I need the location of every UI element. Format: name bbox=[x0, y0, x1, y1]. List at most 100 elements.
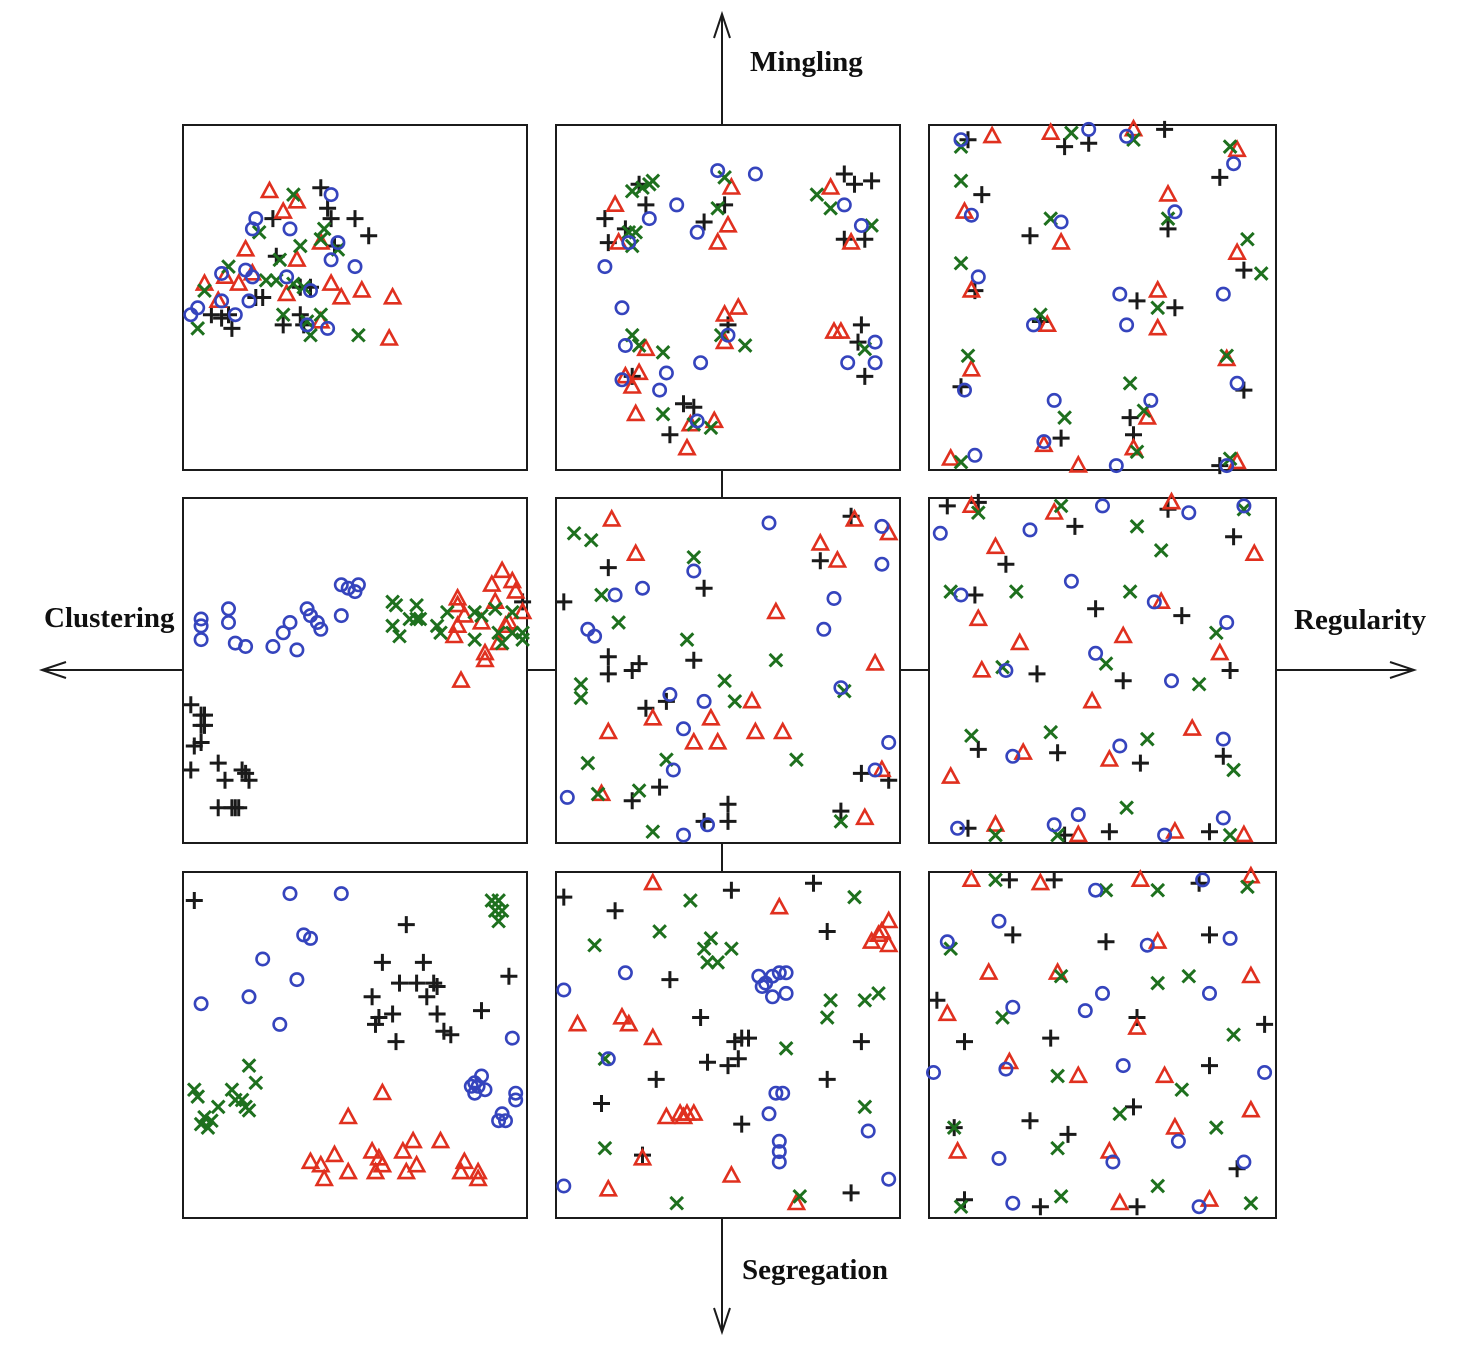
circle-marker bbox=[641, 211, 657, 227]
cross-marker bbox=[351, 327, 366, 343]
triangle-marker bbox=[1099, 748, 1120, 767]
cross-marker bbox=[221, 259, 236, 274]
circle-marker bbox=[614, 372, 630, 388]
triangle-marker bbox=[228, 272, 249, 291]
triangle-marker bbox=[786, 1192, 807, 1211]
triangle-marker bbox=[451, 669, 471, 688]
plus-marker bbox=[254, 289, 272, 306]
plus-marker bbox=[1214, 747, 1232, 765]
plus-marker bbox=[695, 579, 713, 597]
cross-marker bbox=[953, 255, 969, 271]
triangle-marker bbox=[872, 920, 892, 939]
circle-marker bbox=[1236, 1154, 1252, 1170]
triangle-marker bbox=[235, 238, 256, 257]
triangle-marker bbox=[1068, 824, 1089, 843]
arrow-right-icon bbox=[1389, 661, 1418, 679]
circle-marker bbox=[1222, 930, 1238, 946]
plus-marker bbox=[729, 1050, 747, 1068]
cross-marker bbox=[474, 608, 489, 623]
triangle-marker bbox=[1113, 625, 1133, 644]
circle-marker bbox=[1139, 937, 1155, 953]
triangle-marker bbox=[831, 320, 851, 339]
circle-marker bbox=[836, 197, 852, 213]
triangle-marker bbox=[598, 1178, 619, 1197]
circle-marker bbox=[289, 642, 305, 658]
circle-marker bbox=[1257, 1065, 1273, 1081]
cross-marker bbox=[573, 690, 589, 706]
circle-marker bbox=[754, 979, 770, 995]
plus-marker bbox=[1190, 874, 1208, 892]
triangle-marker bbox=[1147, 279, 1168, 298]
triangle-marker bbox=[855, 807, 875, 826]
cross-marker bbox=[631, 338, 647, 353]
circle-marker bbox=[1229, 375, 1245, 391]
axis-label-mingling: Mingling bbox=[750, 46, 863, 78]
axis-label-clustering: Clustering bbox=[44, 602, 175, 634]
cross-marker bbox=[1181, 968, 1197, 984]
cross-marker bbox=[439, 604, 455, 620]
triangle-marker bbox=[619, 1013, 639, 1032]
circle-marker bbox=[241, 293, 257, 309]
plus-marker bbox=[685, 398, 703, 416]
cross-marker bbox=[1222, 139, 1238, 154]
triangle-marker bbox=[601, 508, 622, 527]
triangle-marker bbox=[1082, 690, 1102, 709]
circle-marker bbox=[1167, 204, 1183, 220]
cross-marker bbox=[241, 1103, 257, 1118]
triangle-marker bbox=[643, 872, 663, 891]
triangle-marker bbox=[273, 200, 293, 219]
plus-marker bbox=[555, 888, 573, 906]
cross-marker bbox=[385, 618, 400, 634]
cross-marker bbox=[1129, 519, 1145, 534]
circle-marker bbox=[491, 1113, 507, 1129]
triangle-marker bbox=[769, 896, 790, 915]
triangle-marker bbox=[643, 1027, 663, 1046]
plus-marker bbox=[1131, 754, 1149, 772]
plus-marker bbox=[606, 902, 624, 920]
cross-marker bbox=[1208, 625, 1224, 641]
circle-marker bbox=[1005, 999, 1021, 1015]
cross-marker bbox=[316, 221, 332, 237]
triangle-marker bbox=[772, 721, 793, 740]
circle-marker bbox=[768, 1085, 784, 1101]
circle-marker bbox=[508, 1085, 524, 1101]
circle-marker bbox=[323, 252, 339, 268]
triangle-marker bbox=[742, 690, 762, 709]
plus-marker bbox=[856, 367, 874, 385]
circle-marker bbox=[991, 1150, 1007, 1166]
plus-marker bbox=[192, 734, 210, 751]
cross-marker bbox=[1064, 125, 1079, 141]
plus-marker bbox=[555, 593, 573, 611]
plus-marker bbox=[852, 764, 870, 782]
circle-marker bbox=[1081, 121, 1097, 137]
triangle-marker bbox=[468, 1161, 488, 1180]
plus-marker bbox=[1159, 220, 1177, 238]
cross-marker bbox=[1222, 827, 1238, 843]
triangle-marker bbox=[684, 1102, 704, 1121]
cross-marker bbox=[686, 549, 702, 565]
circle-marker bbox=[323, 187, 339, 203]
cross-marker bbox=[710, 955, 726, 970]
cross-marker bbox=[190, 321, 206, 336]
circle-marker bbox=[1143, 392, 1159, 408]
cross-marker bbox=[1057, 410, 1072, 425]
plus-marker bbox=[973, 186, 991, 204]
cross-marker bbox=[943, 941, 959, 957]
triangle-marker bbox=[567, 1013, 588, 1032]
cross-marker bbox=[1122, 375, 1138, 391]
plus-marker bbox=[1128, 292, 1146, 310]
cross-marker bbox=[857, 992, 873, 1008]
triangle-marker bbox=[1165, 820, 1185, 839]
plus-marker bbox=[1201, 823, 1218, 841]
panel-top-right bbox=[928, 118, 1277, 475]
plus-marker bbox=[230, 799, 248, 817]
cross-marker bbox=[710, 200, 726, 216]
panel-bottom-right bbox=[926, 865, 1277, 1219]
panel-top-center bbox=[555, 124, 901, 471]
circle-marker bbox=[1046, 392, 1062, 408]
cross-marker bbox=[241, 1058, 257, 1073]
circle-marker bbox=[676, 827, 692, 843]
circle-marker bbox=[617, 338, 633, 354]
cross-marker bbox=[1219, 348, 1235, 364]
cross-marker bbox=[251, 224, 267, 240]
